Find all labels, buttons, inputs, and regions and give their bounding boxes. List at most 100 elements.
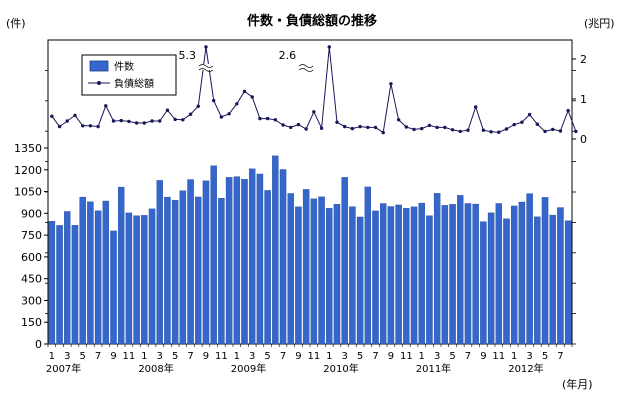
bar (225, 177, 233, 345)
left-tick-label: 0 (35, 338, 42, 351)
line-point (289, 125, 293, 130)
year-label: 2009年 (231, 362, 266, 375)
line-point (273, 118, 278, 122)
line-point (80, 124, 85, 128)
line-point (281, 123, 285, 127)
line-point (104, 104, 108, 108)
line-point (358, 124, 362, 129)
line-point (258, 116, 262, 121)
line-point (65, 119, 69, 123)
annotations: 5.3 2.6 (178, 49, 314, 72)
axis-break-mark (198, 68, 214, 72)
bar (202, 180, 210, 345)
line-point (473, 105, 478, 109)
line-point (242, 89, 247, 94)
bar (480, 221, 487, 345)
line-point (235, 102, 239, 106)
bar (71, 225, 79, 345)
line-point (489, 130, 493, 134)
line-point (551, 127, 555, 132)
month-label: 11 (215, 351, 228, 362)
line-point (566, 108, 570, 113)
month-label: 1 (326, 351, 332, 362)
line-point (458, 129, 462, 134)
year-label: 2012年 (508, 362, 543, 375)
month-label: 3 (64, 351, 70, 362)
bar (302, 189, 310, 345)
line-point (304, 127, 308, 131)
month-label: 3 (341, 351, 347, 362)
month-label: 5 (449, 351, 455, 362)
right-tick-label: 1 (580, 93, 587, 106)
bar (241, 179, 248, 345)
bar (87, 201, 94, 345)
line-point (435, 125, 439, 130)
bar (56, 225, 63, 345)
line-point (558, 129, 563, 133)
line-point (57, 124, 62, 129)
bar (264, 190, 271, 345)
line-point (412, 127, 416, 132)
bar (295, 206, 302, 345)
line-point (342, 124, 347, 129)
year-label: 2008年 (138, 362, 173, 375)
line-point (312, 110, 316, 114)
bar (79, 196, 86, 345)
bar (372, 210, 379, 345)
bar (518, 201, 526, 345)
bar (418, 202, 425, 345)
line-point (181, 118, 185, 122)
line-point (88, 124, 93, 128)
bar (487, 212, 495, 345)
bar-series (48, 155, 572, 345)
left-axis-unit: (件) (6, 17, 26, 30)
month-label: 9 (110, 351, 116, 362)
line-point (142, 121, 147, 125)
axis-break-mark (298, 68, 314, 72)
year-label: 2007年 (46, 362, 81, 375)
left-tick-label: 450 (21, 273, 42, 286)
month-label: 7 (280, 351, 286, 362)
bar (495, 203, 503, 345)
line-point (165, 108, 170, 112)
month-label: 7 (465, 351, 471, 362)
left-tick-label: 600 (21, 251, 42, 264)
month-label: 3 (249, 351, 255, 362)
bar (364, 186, 372, 345)
month-label: 7 (557, 351, 563, 362)
month-label: 1 (511, 351, 517, 362)
bar (318, 196, 325, 345)
line-point (389, 82, 393, 86)
line-point (373, 125, 378, 130)
month-label: 1 (234, 351, 240, 362)
bar (564, 220, 572, 345)
line-point (574, 129, 578, 134)
x-axis-unit: (年月) (562, 377, 593, 391)
line-point (335, 120, 339, 124)
bar (333, 204, 341, 345)
month-label: 3 (157, 351, 163, 362)
line-point (319, 126, 324, 130)
bar (457, 195, 464, 345)
month-label: 5 (542, 351, 548, 362)
line-point (196, 104, 200, 108)
bar (210, 165, 217, 345)
month-label: 11 (123, 351, 136, 362)
legend-bar-label: 件数 (114, 60, 134, 73)
bar (156, 180, 163, 345)
bar (179, 190, 187, 345)
line-point (296, 122, 301, 127)
bar (356, 216, 364, 345)
year-label: 2010年 (323, 362, 358, 375)
line-point (188, 112, 193, 116)
line-point (520, 120, 524, 124)
right-tick-label: 2 (580, 53, 587, 66)
month-label: 9 (388, 351, 394, 362)
bar (64, 211, 71, 345)
bar (510, 205, 518, 345)
annotation-label: 2.6 (279, 49, 297, 62)
month-label: 1 (141, 351, 147, 362)
bar (125, 212, 133, 345)
year-label: 2011年 (416, 362, 451, 375)
